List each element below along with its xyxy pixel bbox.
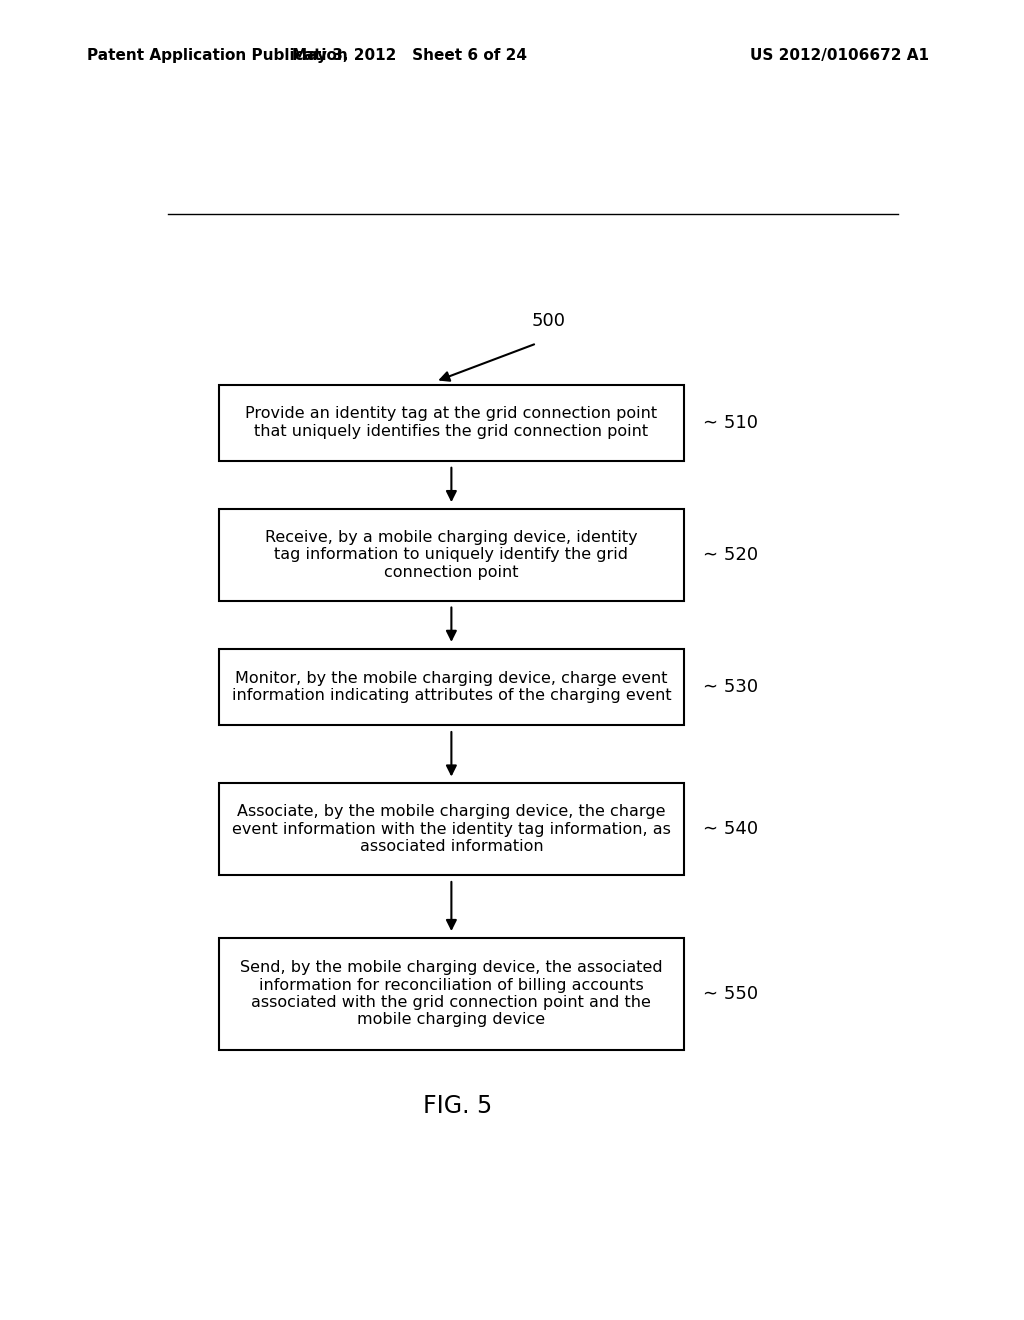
Text: ∼ 540: ∼ 540 [703,820,759,838]
FancyBboxPatch shape [219,649,684,725]
Text: Monitor, by the mobile charging device, charge event
information indicating attr: Monitor, by the mobile charging device, … [231,671,671,704]
Text: FIG. 5: FIG. 5 [423,1094,492,1118]
Text: Receive, by a mobile charging device, identity
tag information to uniquely ident: Receive, by a mobile charging device, id… [265,529,638,579]
Text: ∼ 510: ∼ 510 [703,413,759,432]
FancyBboxPatch shape [219,510,684,601]
FancyBboxPatch shape [219,939,684,1049]
Text: ∼ 550: ∼ 550 [703,985,759,1003]
FancyBboxPatch shape [219,784,684,875]
Text: US 2012/0106672 A1: US 2012/0106672 A1 [751,48,929,63]
FancyBboxPatch shape [219,384,684,461]
Text: May 3, 2012   Sheet 6 of 24: May 3, 2012 Sheet 6 of 24 [292,48,527,63]
Text: Associate, by the mobile charging device, the charge
event information with the : Associate, by the mobile charging device… [232,804,671,854]
Text: ∼ 530: ∼ 530 [703,678,759,696]
Text: ∼ 520: ∼ 520 [703,545,759,564]
Text: 500: 500 [531,312,565,330]
Text: Provide an identity tag at the grid connection point
that uniquely identifies th: Provide an identity tag at the grid conn… [246,407,657,438]
Text: Send, by the mobile charging device, the associated
information for reconciliati: Send, by the mobile charging device, the… [240,960,663,1027]
Text: Patent Application Publication: Patent Application Publication [87,48,348,63]
